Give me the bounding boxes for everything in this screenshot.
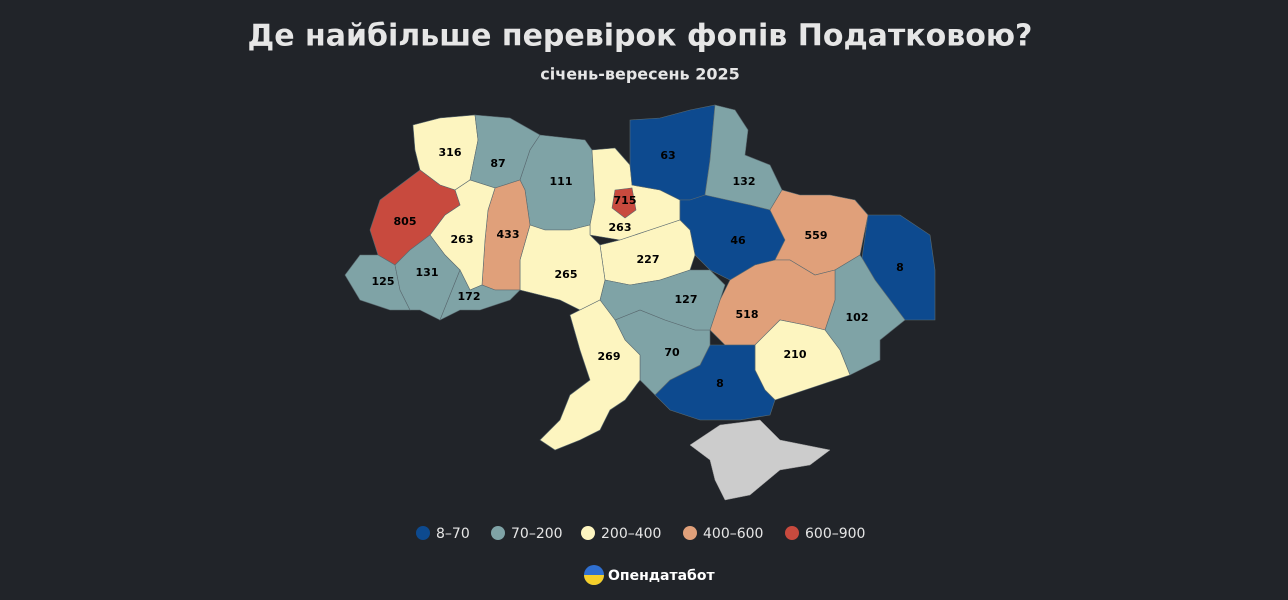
region-label: 263 (609, 221, 632, 234)
region-label: 46 (730, 234, 746, 247)
legend: 8–70 70–200 200–400 400–600 600–900 (416, 526, 865, 542)
region (654, 344, 776, 421)
region (611, 187, 637, 219)
region-label: 265 (555, 268, 578, 281)
legend-swatch (416, 526, 430, 540)
regions: 316 87 111 263 715 63 132 46 559 8 102 518 210 8 70 227… (344, 104, 936, 451)
region-label: 8 (896, 261, 904, 274)
legend-label: 200–400 (601, 526, 661, 542)
region-label: 227 (637, 253, 660, 266)
region-label: 63 (660, 149, 675, 162)
region (599, 269, 726, 331)
region-label: 111 (550, 175, 573, 188)
logo-half (584, 575, 604, 585)
region-label: 559 (805, 229, 828, 242)
legend-label: 600–900 (805, 526, 865, 542)
region-label: 269 (598, 350, 621, 363)
legend-label: 400–600 (703, 526, 763, 542)
region-label: 210 (784, 348, 807, 361)
legend-swatch (683, 526, 697, 540)
region-label: 131 (416, 266, 439, 279)
crimea (689, 419, 831, 501)
subtitle: січень-вересень 2025 (540, 65, 740, 84)
region-label: 172 (458, 290, 481, 303)
title: Де найбільше перевірок фопів Податковою? (248, 19, 1033, 54)
region (539, 299, 641, 451)
region-label: 8 (716, 377, 724, 390)
region-label: 102 (846, 311, 869, 324)
region-label: 263 (451, 233, 474, 246)
region-label: 132 (733, 175, 756, 188)
region-label: 127 (675, 293, 698, 306)
region (519, 224, 606, 311)
legend-swatch (491, 526, 505, 540)
region-label: 87 (490, 157, 505, 170)
region-label: 805 (394, 215, 417, 228)
region-label: 433 (497, 228, 520, 241)
region-label: 518 (736, 308, 759, 321)
legend-label: 70–200 (511, 526, 563, 542)
region-label: 316 (439, 146, 462, 159)
source: Опендатабот (608, 568, 715, 584)
legend-swatch (581, 526, 595, 540)
legend-swatch (785, 526, 799, 540)
region-label: 715 (614, 194, 637, 207)
legend-label: 8–70 (436, 526, 470, 542)
region-label: 70 (664, 346, 680, 359)
region-label: 125 (372, 275, 395, 288)
region (439, 269, 521, 321)
